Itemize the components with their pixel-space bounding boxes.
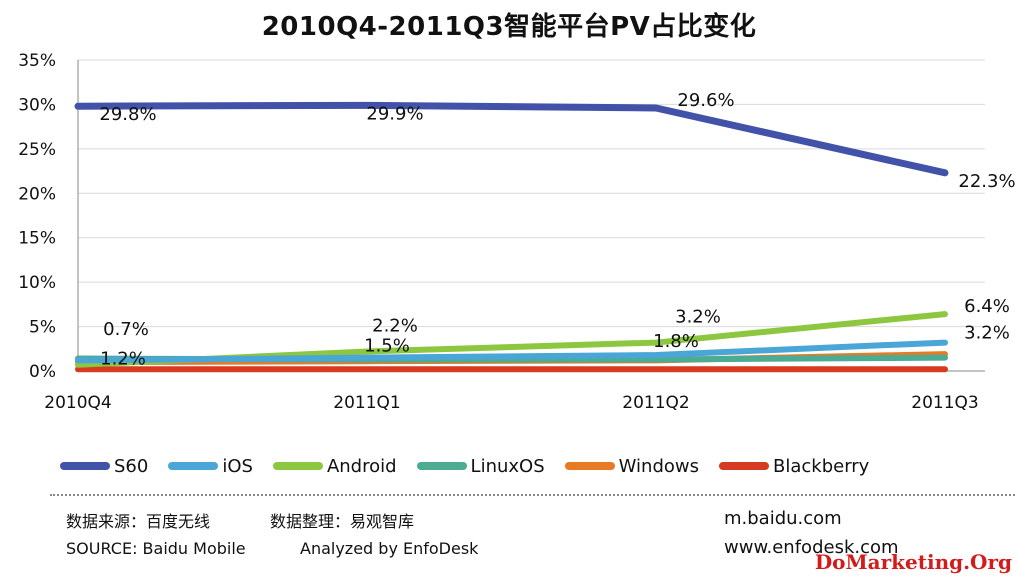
legend-swatch-windows: [564, 462, 615, 470]
legend: S60 iOS Android LinuxOS Windows Blackber…: [60, 452, 980, 480]
series-line-ios: [75, 339, 948, 364]
legend-item-blackberry: Blackberry: [719, 456, 869, 477]
data-label-android: 3.2%: [675, 307, 721, 328]
legend-label-s60: S60: [114, 455, 149, 477]
y-tick-label: 35%: [18, 51, 56, 71]
legend-item-ios: iOS: [168, 456, 253, 477]
watermark-logo: DoMarketing.Org: [814, 550, 1012, 574]
data-label-ios: 1.2%: [100, 348, 146, 369]
url-baidu[interactable]: m.baidu.com: [724, 508, 842, 529]
legend-item-android: Android: [272, 455, 397, 477]
legend-item-windows: Windows: [564, 455, 699, 477]
legend-swatch-android: [272, 462, 323, 470]
legend-swatch-linuxos: [416, 462, 467, 470]
data-label-ios: 1.5%: [364, 336, 410, 357]
label-layer: 29.8% 29.9% 29.6% 22.3% 1.2% 1.5% 1.8% 3.2% 0.7%…: [99, 90, 1015, 369]
legend-label-linuxos: LinuxOS: [470, 455, 545, 477]
x-tick-label: 2011Q2: [622, 393, 689, 413]
data-label-android: 6.4%: [964, 296, 1010, 317]
x-tick-label: 2011Q1: [333, 393, 400, 413]
legend-label-windows: Windows: [618, 455, 699, 477]
y-tick-label: 30%: [18, 95, 56, 115]
footer-divider: [50, 494, 1015, 496]
source-cn: 数据来源：百度无线: [66, 512, 211, 531]
legend-swatch-ios: [168, 462, 219, 470]
analysis-cn: 数据整理：易观智库: [270, 512, 415, 531]
data-label-android: 2.2%: [372, 315, 418, 336]
chart-title: 2010Q4-2011Q3智能平台PV占比变化: [261, 12, 757, 42]
data-label-ios: 1.8%: [653, 331, 699, 352]
analysis-en: Analyzed by EnfoDesk: [300, 539, 479, 558]
data-label-s60: 29.6%: [677, 90, 734, 111]
y-tick-label: 0%: [29, 362, 56, 382]
line-chart: 0% 5% 10% 15% 20% 25% 30% 35% 2010Q4 2011Q1 2011Q2…: [18, 51, 1015, 413]
legend-item-linuxos: LinuxOS: [416, 455, 545, 477]
x-tick-label: 2011Q3: [911, 393, 978, 413]
legend-swatch-blackberry: [719, 462, 769, 470]
data-label-s60: 29.8%: [99, 104, 156, 125]
data-label-ios: 3.2%: [964, 323, 1010, 344]
source-en: SOURCE: Baidu Mobile: [66, 539, 246, 558]
series-layer: [74, 101, 949, 373]
data-label-s60: 22.3%: [958, 171, 1015, 192]
y-tick-label: 5%: [29, 318, 56, 338]
data-label-android: 0.7%: [103, 319, 149, 340]
legend-label-blackberry: Blackberry: [773, 455, 870, 477]
data-label-s60: 29.9%: [366, 103, 423, 124]
legend-item-s60: S60: [60, 456, 148, 477]
legend-label-ios: iOS: [222, 455, 253, 477]
series-line-s60: [74, 101, 949, 177]
y-tick-label: 10%: [18, 273, 56, 293]
legend-label-android: Android: [326, 455, 397, 477]
y-tick-label: 15%: [18, 229, 56, 249]
y-tick-label: 25%: [18, 140, 56, 160]
url-enfodesk[interactable]: www.enfodesk.com: [724, 537, 899, 558]
y-tick-label: 20%: [18, 184, 56, 204]
x-tick-label: 2010Q4: [44, 393, 111, 413]
legend-swatch-s60: [60, 462, 110, 470]
